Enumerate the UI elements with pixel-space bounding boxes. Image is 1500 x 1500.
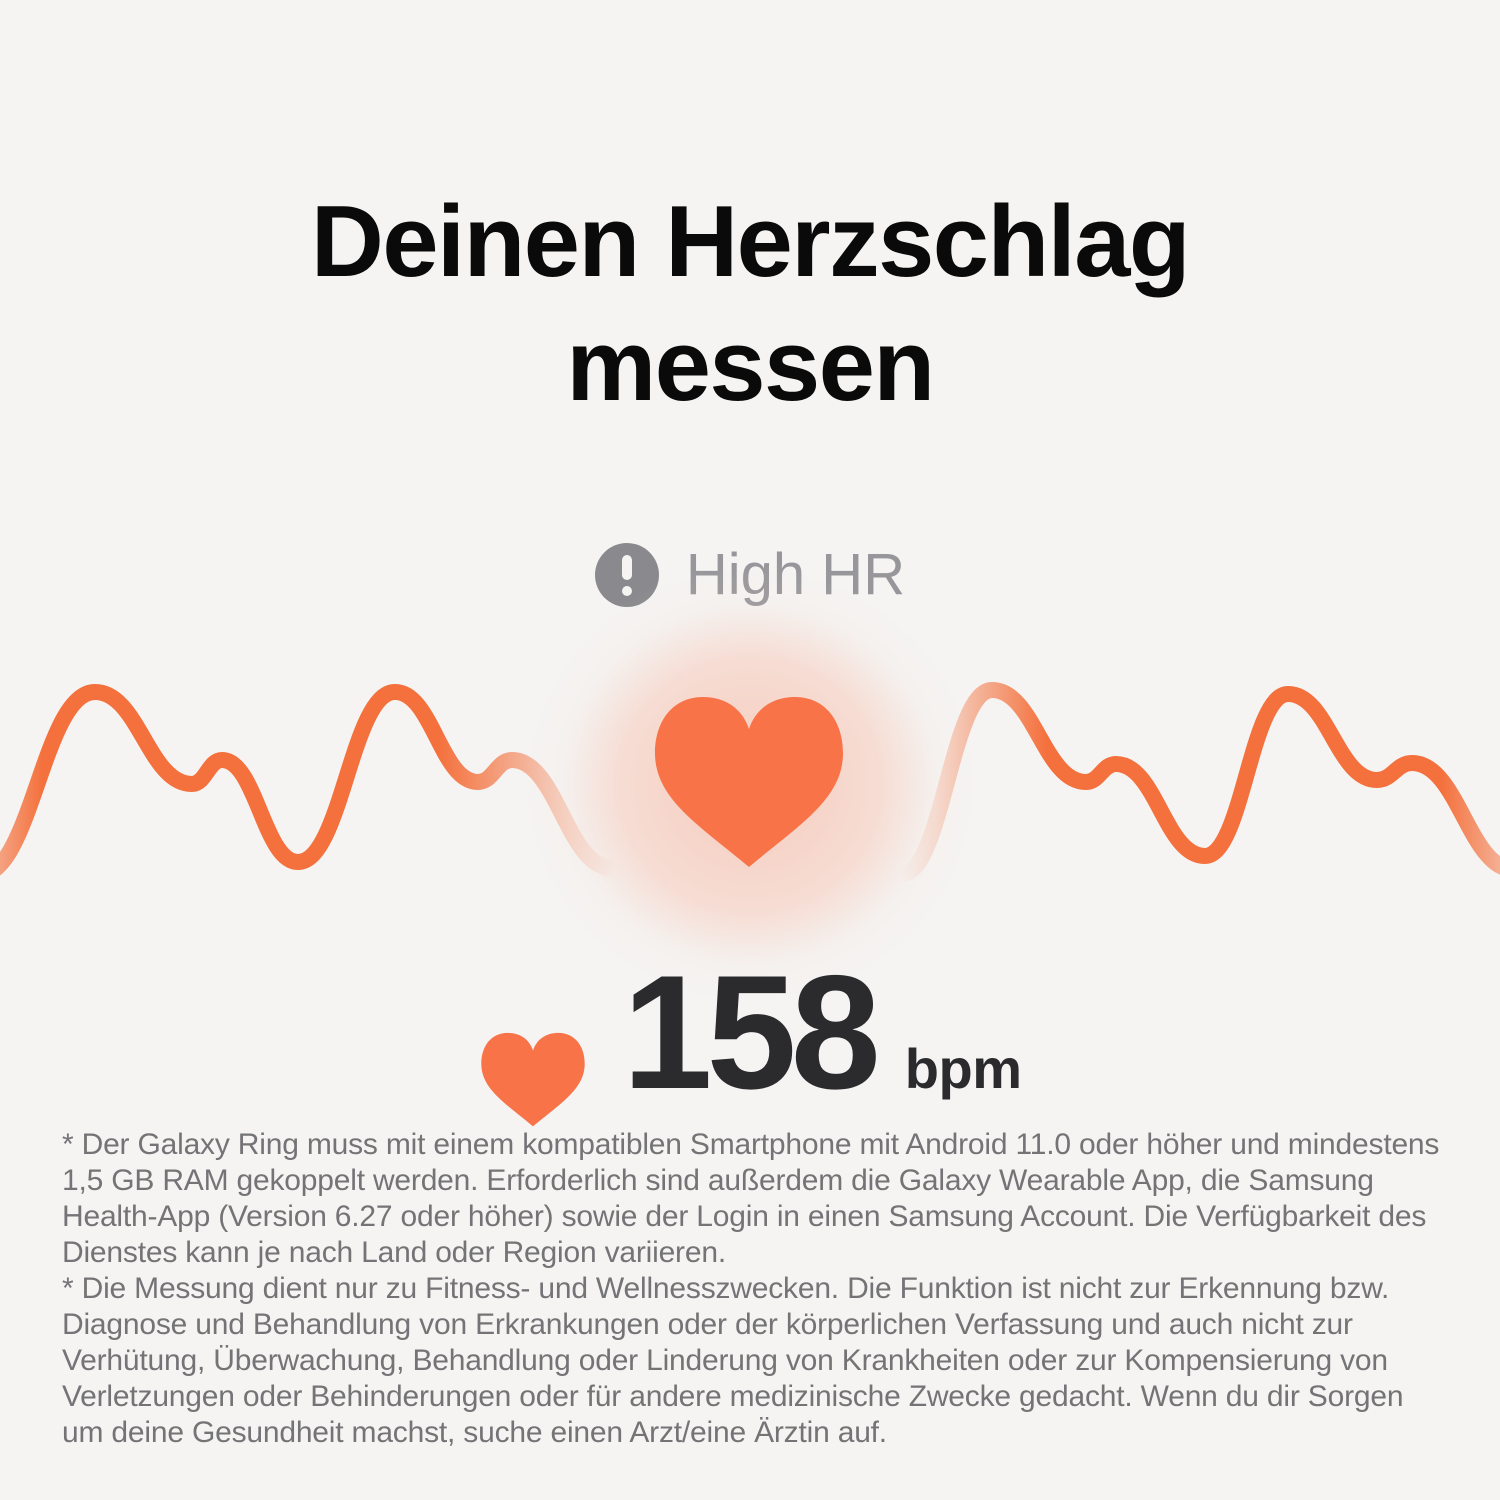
exclamation-icon — [594, 543, 659, 607]
high-hr-label: High HR — [685, 542, 906, 607]
high-hr-alert: High HR — [0, 543, 1500, 607]
exclamation-bar — [621, 554, 632, 580]
heart-rate-reading: 158 bpm — [0, 942, 1500, 1127]
heartbeat-wave-left — [0, 684, 620, 876]
footnote-disclaimer: * Der Galaxy Ring muss mit einem kompati… — [62, 1127, 1447, 1451]
exclamation-dot — [621, 585, 632, 596]
heartbeat-wave-right — [894, 682, 1500, 882]
page-title: Deinen Herzschlag messen — [0, 180, 1500, 428]
page-title-line2: messen — [566, 309, 935, 422]
page-title-line1: Deinen Herzschlag — [310, 185, 1191, 298]
heart-icon — [481, 1032, 586, 1127]
heart-rate-unit: bpm — [904, 1037, 1022, 1100]
heart-rate-value: 158 — [622, 942, 880, 1123]
big-heart-icon — [655, 697, 843, 867]
footnote-paragraph-1: * Der Galaxy Ring muss mit einem kompati… — [62, 1128, 1440, 1269]
footnote-paragraph-2: * Die Messung dient nur zu Fitness- und … — [62, 1272, 1404, 1449]
